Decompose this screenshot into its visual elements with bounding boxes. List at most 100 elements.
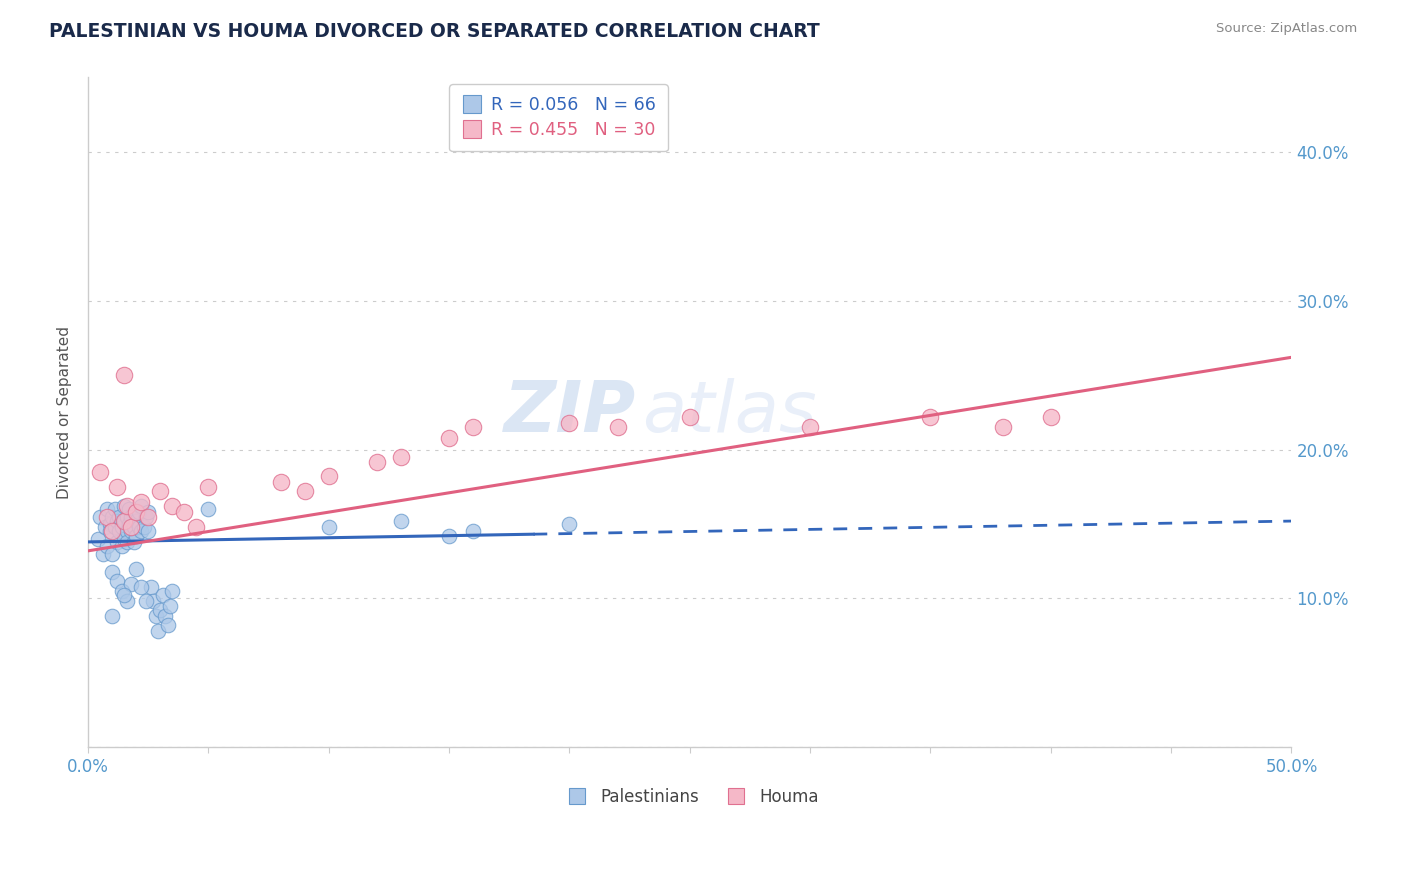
Point: [991, 420, 1014, 434]
Point: [132, 520, 155, 534]
Point: [108, 509, 131, 524]
Point: [129, 580, 152, 594]
Point: [149, 484, 172, 499]
Point: [159, 599, 181, 613]
Point: [105, 514, 128, 528]
Point: [112, 589, 135, 603]
Point: [128, 505, 150, 519]
Point: [112, 514, 135, 528]
Point: [129, 524, 152, 539]
Point: [121, 509, 143, 524]
Point: [136, 509, 159, 524]
Point: [125, 514, 148, 528]
Point: [125, 562, 148, 576]
Point: [121, 576, 143, 591]
Point: [389, 450, 412, 464]
Point: [104, 520, 127, 534]
Point: [96, 509, 118, 524]
Point: [142, 594, 165, 608]
Point: [89, 509, 111, 524]
Point: [96, 502, 118, 516]
Point: [96, 540, 118, 554]
Point: [112, 368, 135, 383]
Point: [101, 509, 124, 524]
Point: [101, 565, 124, 579]
Point: [162, 499, 184, 513]
Point: [91, 547, 114, 561]
Point: [136, 505, 159, 519]
Point: [98, 516, 121, 531]
Point: [463, 524, 485, 539]
Point: [149, 603, 172, 617]
Point: [111, 540, 134, 554]
Point: [463, 420, 485, 434]
Point: [679, 409, 702, 424]
Point: [129, 499, 152, 513]
Point: [101, 524, 124, 539]
Text: PALESTINIAN VS HOUMA DIVORCED OR SEPARATED CORRELATION CHART: PALESTINIAN VS HOUMA DIVORCED OR SEPARAT…: [49, 22, 820, 41]
Point: [186, 520, 208, 534]
Point: [389, 514, 412, 528]
Point: [139, 580, 162, 594]
Point: [125, 529, 148, 543]
Point: [121, 520, 143, 534]
Point: [112, 532, 135, 546]
Y-axis label: Divorced or Separated: Divorced or Separated: [58, 326, 72, 499]
Point: [128, 520, 150, 534]
Point: [152, 589, 174, 603]
Point: [105, 480, 128, 494]
Point: [135, 594, 157, 608]
Point: [115, 509, 138, 524]
Point: [115, 499, 138, 513]
Point: [156, 618, 179, 632]
Point: [145, 609, 167, 624]
Point: [146, 624, 169, 639]
Point: [104, 502, 127, 516]
Point: [366, 454, 388, 468]
Point: [153, 609, 176, 624]
Point: [122, 535, 145, 549]
Point: [118, 516, 141, 531]
Point: [105, 574, 128, 588]
Point: [1039, 409, 1062, 424]
Point: [197, 502, 219, 516]
Point: [129, 494, 152, 508]
Point: [318, 469, 340, 483]
Point: [89, 465, 111, 479]
Point: [121, 524, 143, 539]
Point: [105, 535, 128, 549]
Point: [112, 499, 135, 513]
Point: [122, 520, 145, 534]
Point: [87, 532, 110, 546]
Point: [135, 509, 157, 524]
Point: [606, 420, 628, 434]
Point: [111, 584, 134, 599]
Point: [270, 475, 292, 490]
Point: [197, 480, 219, 494]
Point: [115, 535, 138, 549]
Point: [111, 520, 134, 534]
Legend: Palestinians, Houma: Palestinians, Houma: [554, 781, 825, 813]
Text: ZIP: ZIP: [503, 378, 636, 447]
Point: [125, 505, 148, 519]
Point: [98, 524, 121, 539]
Text: Source: ZipAtlas.com: Source: ZipAtlas.com: [1216, 22, 1357, 36]
Point: [112, 514, 135, 528]
Point: [799, 420, 821, 434]
Point: [294, 484, 316, 499]
Point: [101, 547, 124, 561]
Point: [115, 594, 138, 608]
Text: atlas: atlas: [641, 378, 817, 447]
Point: [920, 409, 942, 424]
Point: [318, 520, 340, 534]
Point: [118, 502, 141, 516]
Point: [115, 524, 138, 539]
Point: [101, 609, 124, 624]
Point: [437, 529, 460, 543]
Point: [173, 505, 195, 519]
Point: [162, 584, 184, 599]
Point: [437, 431, 460, 445]
Point: [558, 516, 581, 531]
Point: [136, 524, 159, 539]
Point: [108, 524, 131, 539]
